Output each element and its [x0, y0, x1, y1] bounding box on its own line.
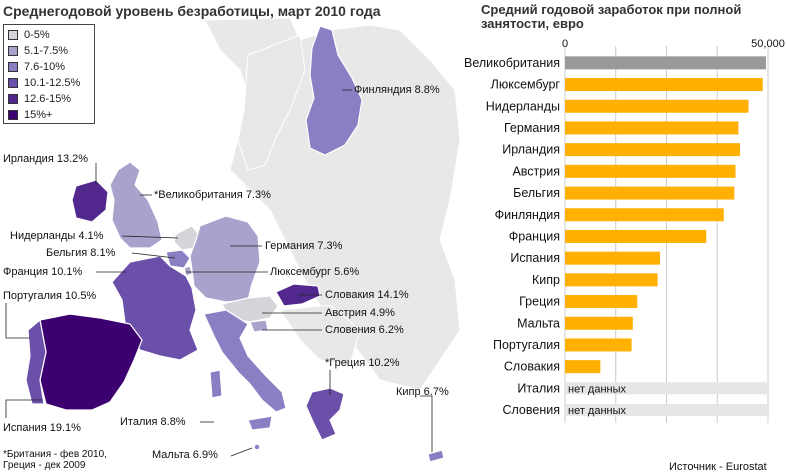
bar [565, 251, 661, 265]
category-label: Великобритания [464, 56, 560, 70]
category-label: Словения [502, 403, 560, 417]
category-label: Финляндия [495, 208, 560, 222]
legend-label: 10.1-12.5% [24, 77, 81, 89]
category-label: Бельгия [513, 186, 560, 200]
category-label: Кипр [532, 273, 560, 287]
legend-swatch [8, 30, 18, 40]
legend-item: 0-5% [8, 27, 94, 43]
land-scandinavia [237, 34, 306, 171]
category-label: Австрия [512, 164, 560, 178]
label-italy: Италия 8.8% [120, 416, 186, 428]
x-tick-label: 0 [562, 38, 568, 50]
label-spain: Испания 19.1% [3, 422, 81, 434]
x-tick-label: 50,000 [751, 38, 785, 50]
bar [565, 143, 740, 157]
earnings-bar-chart: 0 50,000 Великобритания Люксембург Нидерланд… [464, 38, 785, 423]
category-label: Испания [510, 251, 560, 265]
bar [565, 229, 707, 243]
label-austria: Австрия 4.9% [325, 307, 395, 319]
country-sicily [247, 415, 273, 431]
map-footnote: *Британия - фев 2010, Греция - дек 2009 [3, 449, 107, 471]
bar [565, 295, 638, 309]
land-balkans [279, 304, 361, 366]
label-france: Франция 10.1% [3, 266, 83, 278]
europe-map [5, 17, 461, 463]
bar [565, 121, 739, 135]
country-portugal [25, 318, 47, 405]
no-data-label: нет данных [568, 383, 627, 395]
label-ireland: Ирландия 13.2% [3, 153, 89, 165]
legend-item: 7.6-10% [8, 59, 94, 75]
bar [565, 316, 633, 330]
footnote-line: *Британия - фев 2010, [3, 449, 107, 460]
country-greece [305, 387, 345, 441]
category-label: Нидерланды [486, 99, 560, 113]
bar [565, 360, 601, 374]
country-spain [39, 313, 143, 411]
chart-title: Средний годовой заработок при полной зан… [481, 2, 742, 31]
label-greece: *Греция 10.2% [325, 357, 400, 369]
country-germany [189, 215, 261, 303]
no-data-band [565, 382, 768, 395]
legend-item: 5.1-7.5% [8, 43, 94, 59]
legend-swatch [8, 46, 18, 56]
category-label: Италия [517, 381, 560, 395]
category-label: Греция [519, 295, 560, 309]
bar [565, 56, 766, 70]
category-label: Люксембург [491, 78, 561, 92]
label-portugal: Португалия 10.5% [3, 290, 97, 302]
no-data-band [565, 404, 768, 417]
country-belgium [165, 249, 191, 269]
legend-label: 15%+ [24, 109, 53, 121]
label-uk: *Великобритания 7.3% [154, 189, 271, 201]
category-label: Германия [504, 121, 560, 135]
legend-label: 5.1-7.5% [24, 45, 69, 57]
label-finland: Финляндия 8.8% [354, 84, 440, 96]
country-uk [109, 161, 163, 249]
bar [565, 78, 763, 92]
footnote-line: Греция - дек 2009 [3, 460, 86, 471]
legend-item: 12.6-15% [8, 91, 94, 107]
label-netherlands: Нидерланды 4.1% [10, 230, 104, 242]
bar [565, 208, 724, 222]
category-label: Ирландия [502, 143, 560, 157]
legend-item: 10.1-12.5% [8, 75, 94, 91]
map-legend: 0-5% 5.1-7.5% 7.6-10% 10.1-12.5% 12.6-15… [3, 24, 95, 124]
bar [565, 186, 735, 200]
category-label: Португалия [493, 338, 560, 352]
legend-swatch [8, 94, 18, 104]
country-ireland [71, 179, 109, 223]
label-germany: Германия 7.3% [265, 240, 343, 252]
label-cyprus: Кипр 6.7% [396, 386, 449, 398]
country-luxembourg [183, 265, 193, 277]
category-label: Мальта [517, 316, 560, 330]
legend-swatch [8, 78, 18, 88]
bar [565, 273, 658, 287]
legend-swatch [8, 62, 18, 72]
legend-label: 7.6-10% [24, 61, 65, 73]
map-title: Среднегодовой уровень безработицы, март … [3, 3, 381, 19]
label-belgium: Бельгия 8.1% [46, 247, 116, 259]
category-label: Словакия [504, 360, 560, 374]
legend-label: 0-5% [24, 29, 50, 41]
country-finland [305, 25, 363, 156]
source-note: Источник - Eurostat [669, 461, 767, 473]
bar [565, 99, 749, 113]
bar [565, 164, 736, 178]
legend-label: 12.6-15% [24, 93, 72, 105]
legend-swatch [8, 110, 18, 120]
country-italy [203, 309, 287, 413]
leader-lines [5, 89, 433, 457]
category-label: Франция [509, 229, 560, 243]
label-slovenia: Словения 6.2% [325, 324, 404, 336]
label-luxembourg: Люксембург 5.6% [270, 266, 360, 278]
country-sardinia [209, 369, 223, 399]
country-cyprus [427, 449, 445, 463]
country-malta [254, 444, 260, 450]
no-data-label: нет данных [568, 405, 627, 417]
bar [565, 338, 632, 352]
legend-item: 15%+ [8, 107, 94, 123]
label-slovakia: Словакия 14.1% [325, 289, 409, 301]
label-malta: Мальта 6.9% [152, 449, 218, 461]
